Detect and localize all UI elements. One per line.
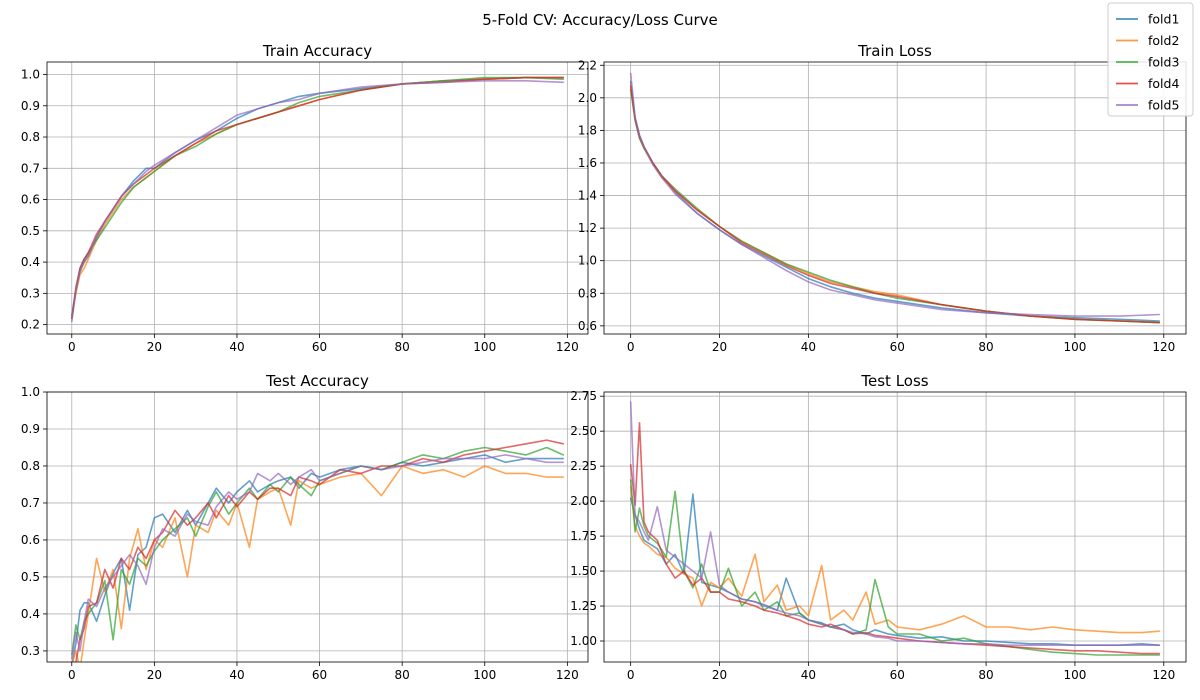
x-tick-label: 80 [395,668,410,682]
y-tick-label: 1.4 [578,189,597,203]
y-tick-label: 1.50 [570,564,597,578]
series-line-fold5 [629,400,1161,647]
series-line-fold5 [629,72,1161,317]
subplot-test-accuracy: Test Accuracy 0 20 40 60 80 100 120 0.3 0.4 0.5 0.6… [21,372,589,682]
x-tick-label: 20 [712,340,727,354]
series-line-fold4 [71,76,565,320]
plot-frame [46,391,589,663]
x-tick-label: 80 [978,668,993,682]
x-tick-label: 20 [147,340,162,354]
series-group [71,439,565,662]
series-group [629,400,1161,656]
y-tick-label: 0.6 [578,319,597,333]
y-tick-label: 2.0 [578,91,597,105]
legend-label: fold2 [1148,33,1179,48]
y-tick-label: 0.8 [21,459,40,473]
y-tick-label: 1.6 [578,156,597,170]
y-tick-label: 1.75 [570,529,597,543]
y-tick-label: 0.4 [21,607,40,621]
subplot-title: Test Loss [860,372,928,390]
y-tick-label: 0.6 [21,533,40,547]
y-tick-label: 1.0 [578,254,597,268]
x-tick-label: 120 [1152,340,1175,354]
series-line-fold3 [71,446,565,656]
y-tick-label: 1.2 [578,221,597,235]
subplot-title: Train Accuracy [262,42,372,60]
y-tick-label: 0.3 [21,644,40,658]
legend-label: fold5 [1148,98,1179,113]
y-tick-label: 0.7 [21,161,40,175]
y-tick-label: 1.8 [578,123,597,137]
x-tick-label: 40 [801,668,816,682]
subplot-title: Train Loss [857,42,932,60]
series-group [629,72,1161,324]
y-tick-label: 2.75 [570,389,597,403]
series-line-fold5 [71,80,565,323]
subplot-train-accuracy: Train Accuracy 0 20 40 60 80 100 120 0.2 0.3 0.4 0.… [21,42,589,354]
series-line-fold4 [629,421,1161,655]
series-line-fold5 [71,454,565,660]
x-tick-label: 100 [1063,668,1086,682]
x-tick-label: 40 [801,340,816,354]
x-tick-label: 120 [1152,668,1175,682]
y-tick-label: 0.3 [21,286,40,300]
x-tick-label: 60 [312,668,327,682]
x-tick-label: 0 [68,340,76,354]
y-tick-label: 0.8 [21,130,40,144]
y-tick-label: 0.6 [21,193,40,207]
y-tick-label: 1.0 [21,68,40,82]
legend-label: fold3 [1148,55,1179,70]
subplot-title: Test Accuracy [265,372,369,390]
figure-title: 5-Fold CV: Accuracy/Loss Curve [482,11,717,29]
plot-frame [603,391,1187,663]
y-tick-label: 2.25 [570,459,597,473]
y-tick-label: 0.8 [578,286,597,300]
plot-frame [603,61,1187,335]
x-tick-label: 100 [473,340,496,354]
x-tick-label: 40 [229,340,244,354]
x-tick-label: 20 [712,668,727,682]
legend: fold1 fold2 fold3 fold4 fold5 [1107,2,1194,117]
x-tick-label: 0 [627,668,635,682]
y-tick-label: 0.9 [21,422,40,436]
y-tick-label: 0.2 [21,318,40,332]
legend-label: fold4 [1148,76,1179,91]
legend-label: fold1 [1148,12,1179,27]
y-tick-label: 1.00 [570,634,597,648]
y-tick-label: 0.5 [21,224,40,238]
y-tick-label: 1.0 [21,385,40,399]
y-tick-label: 0.4 [21,255,40,269]
x-tick-label: 20 [147,668,162,682]
y-tick-label: 1.25 [570,599,597,613]
x-tick-label: 60 [890,668,905,682]
y-tick-label: 2.50 [570,424,597,438]
subplot-test-loss: Test Loss 0 20 40 60 80 100 120 1.00 1.25 1.50 1.75… [570,372,1187,682]
x-tick-label: 100 [473,668,496,682]
x-tick-label: 100 [1063,340,1086,354]
series-line-fold2 [629,486,1161,634]
plot-frame [46,61,589,335]
x-tick-label: 0 [68,668,76,682]
x-tick-label: 120 [556,668,579,682]
y-tick-label: 0.9 [21,99,40,113]
legend-frame [1107,2,1194,117]
x-tick-label: 40 [229,668,244,682]
series-group [71,76,565,323]
x-tick-label: 60 [890,340,905,354]
y-tick-label: 2.2 [578,58,597,72]
x-tick-label: 80 [978,340,993,354]
y-tick-label: 2.00 [570,494,597,508]
y-tick-label: 0.7 [21,496,40,510]
x-tick-label: 0 [627,340,635,354]
x-tick-label: 60 [312,340,327,354]
subplot-train-loss: Train Loss 0 20 40 60 80 100 120 0.6 0.8 1.0 1.2 1.4… [578,42,1187,354]
subplot-grid: Train Accuracy 0 20 40 60 80 100 120 0.2 0.3 0.4 0.… [21,42,1187,682]
x-tick-label: 120 [556,340,579,354]
x-tick-label: 80 [395,340,410,354]
y-tick-label: 0.5 [21,570,40,584]
